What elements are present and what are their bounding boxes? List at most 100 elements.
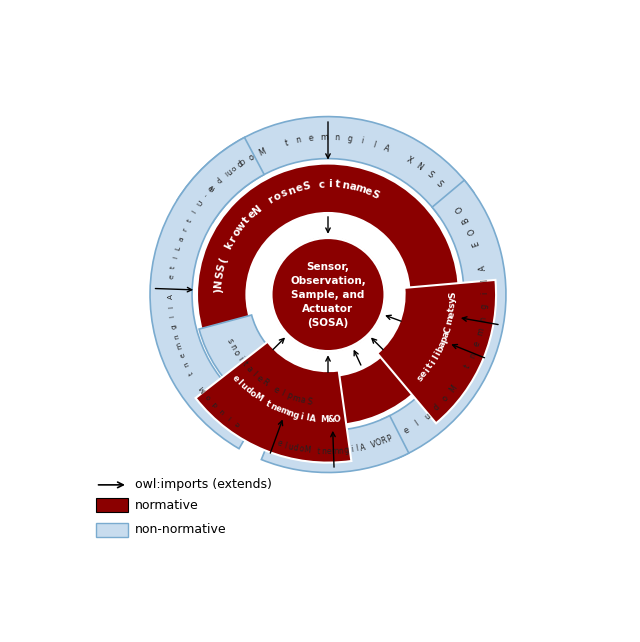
Text: non-normative: non-normative (135, 523, 227, 536)
Text: e: e (362, 186, 372, 198)
Text: B: B (461, 216, 472, 225)
Text: l: l (216, 177, 224, 184)
Text: e: e (274, 404, 283, 414)
Text: y: y (448, 297, 458, 303)
Text: V: V (370, 440, 378, 450)
Text: e: e (327, 447, 332, 456)
Text: e: e (446, 311, 456, 318)
Text: n: n (334, 133, 339, 143)
Text: e: e (419, 369, 429, 379)
Text: e: e (402, 426, 411, 436)
Text: A: A (359, 443, 366, 453)
Text: owl:imports (extends): owl:imports (extends) (135, 478, 272, 491)
Text: a: a (441, 330, 451, 339)
Wedge shape (381, 180, 506, 458)
Text: C: C (442, 325, 453, 334)
Text: O: O (454, 204, 465, 214)
Text: k: k (223, 241, 235, 251)
Text: X: X (404, 155, 413, 166)
Text: l: l (305, 413, 309, 422)
Text: e: e (472, 340, 482, 347)
Wedge shape (150, 137, 264, 449)
Text: e: e (272, 385, 281, 395)
Text: A: A (478, 265, 488, 272)
Text: o: o (205, 393, 212, 400)
Text: &: & (327, 415, 335, 424)
Text: o: o (231, 165, 238, 172)
Text: i: i (172, 256, 179, 259)
Text: N: N (252, 203, 264, 216)
Text: e: e (276, 439, 283, 449)
Text: e: e (209, 185, 216, 192)
Text: N: N (415, 162, 424, 173)
Text: u: u (287, 442, 294, 452)
Text: M: M (198, 385, 207, 393)
Text: n: n (321, 447, 326, 456)
Text: g: g (346, 134, 353, 144)
Text: M: M (252, 392, 264, 404)
Text: t: t (241, 215, 252, 225)
Text: n: n (268, 401, 278, 412)
Circle shape (271, 238, 385, 351)
Text: O: O (374, 438, 383, 448)
Text: r: r (266, 195, 275, 206)
Text: l: l (372, 140, 376, 149)
Text: U: U (196, 200, 204, 208)
Text: n: n (295, 135, 302, 145)
Text: u: u (422, 411, 432, 421)
Text: l: l (480, 279, 489, 282)
Text: l: l (227, 414, 233, 421)
Text: e: e (169, 274, 175, 279)
Text: e: e (254, 374, 264, 384)
Text: u: u (219, 407, 227, 415)
Text: S: S (215, 263, 227, 273)
Text: r: r (227, 234, 238, 244)
Text: m: m (278, 406, 290, 417)
Bar (95, 498, 128, 512)
Text: l: l (235, 378, 244, 386)
Text: N: N (213, 278, 224, 288)
Text: p: p (285, 391, 293, 401)
Text: g: g (343, 446, 349, 455)
Text: L: L (175, 245, 182, 251)
Text: m: m (476, 326, 486, 336)
Wedge shape (196, 342, 351, 463)
Text: i: i (170, 315, 176, 318)
Text: l: l (191, 209, 198, 214)
Bar (95, 523, 128, 537)
Text: O: O (467, 227, 477, 236)
Text: l: l (280, 389, 285, 398)
Text: s: s (415, 373, 426, 383)
Text: l: l (250, 370, 258, 378)
Text: n: n (340, 180, 349, 191)
Text: t: t (188, 370, 195, 375)
Text: o: o (298, 444, 305, 454)
Text: ): ) (212, 288, 223, 293)
Text: S: S (301, 181, 311, 192)
Text: c: c (318, 179, 325, 189)
Text: R: R (260, 377, 269, 388)
Text: n: n (227, 342, 237, 351)
Text: E: E (471, 239, 481, 247)
Text: c: c (216, 178, 223, 185)
Text: A: A (168, 294, 174, 299)
Text: A: A (309, 413, 317, 423)
Text: m: m (331, 447, 339, 456)
Text: u: u (225, 167, 235, 177)
Text: d: d (236, 159, 244, 169)
Text: l: l (413, 419, 420, 428)
Text: n: n (478, 315, 488, 322)
Text: P: P (385, 434, 393, 444)
Text: S: S (434, 178, 444, 189)
Text: o: o (441, 394, 451, 403)
Wedge shape (261, 415, 409, 473)
Text: e: e (308, 134, 314, 143)
Text: d: d (432, 403, 442, 413)
Text: a: a (244, 364, 254, 374)
Text: o: o (248, 389, 258, 399)
Text: i: i (350, 445, 353, 455)
Text: o: o (246, 153, 255, 163)
Text: O: O (333, 414, 340, 424)
Text: e: e (294, 182, 303, 194)
Text: t: t (264, 399, 272, 409)
